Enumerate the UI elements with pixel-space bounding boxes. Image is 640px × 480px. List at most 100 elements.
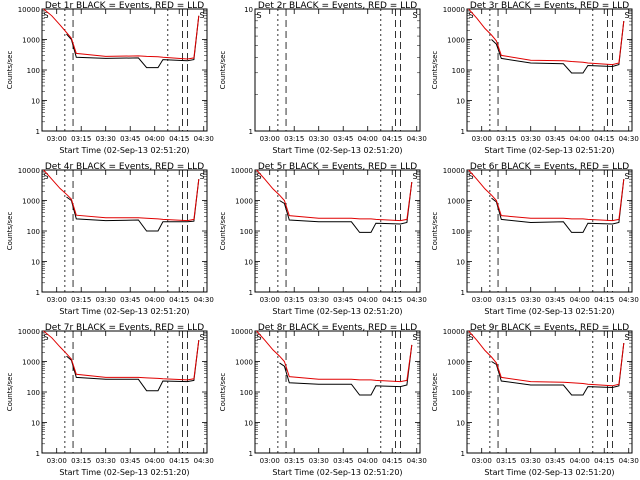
x-tick-label: 03:00 <box>47 296 67 304</box>
x-tick-label: 03:00 <box>47 457 67 465</box>
y-axis-label: Counts/sec <box>219 373 227 412</box>
lld-series-line <box>256 169 413 222</box>
saa-marker: S <box>256 333 261 342</box>
x-tick-label: 03:30 <box>96 457 116 465</box>
saa-marker: S <box>624 172 629 181</box>
x-axis-label: Start Time (02-Sep-13 02:51:20) <box>484 146 614 155</box>
y-axis-label: Counts/sec <box>219 51 227 90</box>
x-tick-label: 03:15 <box>284 296 304 304</box>
detector-chart-1: Det 1r BLACK = Events, RED = LLD Start Ti… <box>6 1 214 155</box>
x-tick-label: 04:15 <box>169 457 189 465</box>
y-tick-label: 1 <box>249 289 253 297</box>
x-tick-label: 04:30 <box>194 135 214 143</box>
y-tick-label: 1 <box>36 128 40 136</box>
x-axis-label: Start Time (02-Sep-13 02:51:20) <box>484 468 614 477</box>
detector-chart-7: Det 7r BLACK = Events, RED = LLD Start Ti… <box>6 323 214 477</box>
x-tick-label: 03:00 <box>260 135 280 143</box>
saa-marker: S <box>199 333 204 342</box>
x-tick-label: 04:30 <box>407 296 427 304</box>
x-axis-label: Start Time (02-Sep-13 02:51:20) <box>59 468 189 477</box>
y-tick-label: 100 <box>240 228 253 236</box>
y-tick-label: 1 <box>461 289 465 297</box>
x-tick-label: 04:30 <box>407 457 427 465</box>
y-tick-label: 10000 <box>443 328 465 336</box>
saa-marker: S <box>43 333 48 342</box>
x-tick-label: 03:15 <box>284 457 304 465</box>
saa-marker: S <box>412 11 417 20</box>
x-tick-label: 04:30 <box>194 457 214 465</box>
lld-series-line <box>43 169 200 222</box>
x-tick-label: 03:15 <box>496 296 516 304</box>
y-axis-label: Counts/sec <box>431 373 439 412</box>
x-tick-label: 04:30 <box>194 296 214 304</box>
y-tick-label: 10000 <box>231 167 253 175</box>
y-tick-label: 1 <box>249 128 253 136</box>
x-tick-label: 03:30 <box>309 457 329 465</box>
saa-marker: S <box>468 333 473 342</box>
y-tick-label: 10000 <box>18 6 40 14</box>
detector-chart-5: Det 5r BLACK = Events, RED = LLD Start Ti… <box>219 162 427 316</box>
y-tick-label: 10 <box>31 420 40 428</box>
saa-marker: S <box>256 172 261 181</box>
y-tick-label: 10 <box>31 259 40 267</box>
y-tick-label: 100 <box>27 67 40 75</box>
detector-chart-2: Det 2r BLACK = Events, RED = LLD Start Ti… <box>219 1 427 155</box>
x-tick-label: 03:00 <box>260 457 280 465</box>
y-tick-label: 10 <box>456 259 465 267</box>
y-tick-label: 1000 <box>235 198 253 206</box>
events-series-line <box>66 15 200 69</box>
x-axis-label: Start Time (02-Sep-13 02:51:20) <box>59 307 189 316</box>
y-tick-label: 10000 <box>443 6 465 14</box>
y-axis-label: Counts/sec <box>219 212 227 251</box>
y-tick-label: 1 <box>461 450 465 458</box>
chart-title: Det 5r BLACK = Events, RED = LLD <box>258 162 417 172</box>
y-tick-label: 10 <box>456 98 465 106</box>
plot-frame <box>254 8 421 132</box>
x-tick-label: 04:15 <box>382 296 402 304</box>
x-tick-label: 04:00 <box>145 135 165 143</box>
y-axis-label: Counts/sec <box>6 212 14 251</box>
y-tick-label: 1000 <box>447 359 465 367</box>
lld-series-line <box>468 330 625 387</box>
x-axis-label: Start Time (02-Sep-13 02:51:20) <box>272 307 402 316</box>
y-tick-label: 1000 <box>235 359 253 367</box>
events-series-line <box>279 182 413 233</box>
x-tick-label: 03:45 <box>545 296 565 304</box>
y-tick-label: 100 <box>27 389 40 397</box>
detector-chart-4: Det 4r BLACK = Events, RED = LLD Start Ti… <box>6 162 214 316</box>
events-series-line <box>491 343 625 396</box>
y-tick-label: 1000 <box>22 198 40 206</box>
y-tick-label: 100 <box>452 67 465 75</box>
detector-chart-6: Det 6r BLACK = Events, RED = LLD Start Ti… <box>431 162 639 316</box>
chart-title: Det 3r BLACK = Events, RED = LLD <box>470 1 629 11</box>
x-tick-label: 04:15 <box>594 296 614 304</box>
y-axis-label: Counts/sec <box>6 51 14 90</box>
x-tick-label: 03:30 <box>521 457 541 465</box>
y-axis-label: Counts/sec <box>431 212 439 251</box>
x-tick-label: 03:45 <box>545 457 565 465</box>
chart-title: Det 8r BLACK = Events, RED = LLD <box>258 323 417 333</box>
chart-title: Det 7r BLACK = Events, RED = LLD <box>45 323 204 333</box>
y-tick-label: 10000 <box>231 328 253 336</box>
lld-series-line <box>468 8 625 66</box>
y-tick-label: 10000 <box>443 167 465 175</box>
detector-chart-3: Det 3r BLACK = Events, RED = LLD Start Ti… <box>431 1 639 155</box>
saa-marker: S <box>256 11 261 20</box>
x-axis-label: Start Time (02-Sep-13 02:51:20) <box>272 468 402 477</box>
saa-marker: S <box>624 11 629 20</box>
x-tick-label: 04:00 <box>145 296 165 304</box>
x-tick-label: 03:30 <box>309 296 329 304</box>
x-tick-label: 03:45 <box>333 296 353 304</box>
y-tick-label: 10000 <box>18 167 40 175</box>
lld-series-line <box>468 169 625 222</box>
events-series-line <box>66 179 200 232</box>
saa-marker: S <box>199 172 204 181</box>
x-tick-label: 03:00 <box>472 135 492 143</box>
x-tick-label: 04:00 <box>570 296 590 304</box>
saa-marker: S <box>624 333 629 342</box>
chart-title: Det 9r BLACK = Events, RED = LLD <box>470 323 629 333</box>
chart-title: Det 1r BLACK = Events, RED = LLD <box>45 1 204 11</box>
x-tick-label: 03:30 <box>521 135 541 143</box>
events-series-line <box>279 344 413 396</box>
x-tick-label: 03:00 <box>47 135 67 143</box>
